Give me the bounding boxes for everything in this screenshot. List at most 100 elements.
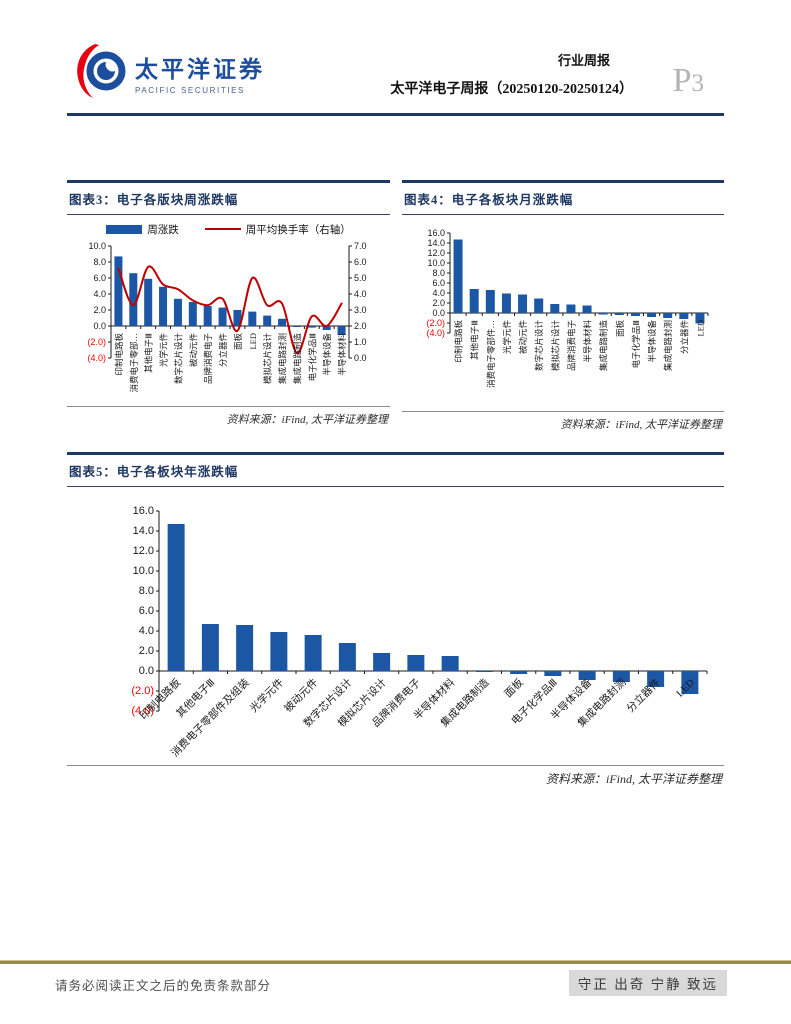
svg-text:10.0: 10.0 [88, 241, 106, 251]
footer-motto: 守正 出奇 宁静 致远 [568, 970, 727, 996]
svg-text:集成电路制造: 集成电路制造 [599, 320, 609, 372]
svg-text:(4.0): (4.0) [426, 328, 445, 338]
svg-text:2.0: 2.0 [432, 298, 445, 308]
svg-text:6.0: 6.0 [139, 605, 154, 617]
svg-text:3.0: 3.0 [354, 305, 367, 315]
chart4-title-bar: 图表4：电子各板块月涨跌幅 [402, 180, 724, 215]
svg-text:印制电路板: 印制电路板 [114, 333, 124, 376]
svg-text:1.0: 1.0 [354, 337, 367, 347]
svg-text:消费电子零部件…: 消费电子零部件… [486, 320, 496, 388]
svg-text:被动元件: 被动元件 [518, 320, 528, 355]
svg-text:4.0: 4.0 [432, 288, 445, 298]
svg-text:2.0: 2.0 [354, 321, 367, 331]
svg-text:2.0: 2.0 [139, 645, 154, 657]
svg-text:12.0: 12.0 [427, 248, 445, 258]
svg-text:LED: LED [695, 320, 705, 337]
bar-legend-swatch [106, 224, 143, 234]
chart5-title: 图表5：电子各板块年涨跌幅 [69, 465, 239, 479]
monthly-change-chart: 16.014.012.010.08.06.04.02.00.0(2.0)(4.0… [426, 228, 709, 388]
svg-text:10.0: 10.0 [133, 565, 154, 577]
svg-text:面板: 面板 [615, 320, 625, 338]
svg-text:光学元件: 光学元件 [159, 333, 169, 368]
svg-text:6.0: 6.0 [432, 278, 445, 288]
report-type-label: 行业周报 [557, 53, 610, 68]
svg-text:其他电子Ⅲ: 其他电子Ⅲ [470, 320, 480, 360]
svg-text:集成电路封测: 集成电路封测 [278, 333, 288, 384]
svg-text:0.0: 0.0 [139, 665, 154, 677]
brand-name-cn: 太平洋证券 [135, 56, 265, 82]
svg-text:8.0: 8.0 [139, 585, 154, 597]
footer-divider [0, 960, 791, 964]
svg-text:其他电子Ⅲ: 其他电子Ⅲ [144, 333, 154, 373]
weekly-change-chart: 10.0 8.0 6.0 4.0 2.0 0.0 (2.0) (4.0) 7.0 6.0 5.0 4.… [87, 241, 367, 393]
page-header: 太平洋证券 PACIFIC SECURITIES 行业周报 太平洋电子周报（20… [67, 42, 724, 108]
chart5-title-bar: 图表5：电子各板块年涨跌幅 [67, 452, 724, 487]
svg-text:半导体设备: 半导体设备 [647, 320, 657, 363]
svg-text:电子化学品Ⅲ: 电子化学品Ⅲ [307, 333, 317, 382]
line-legend-swatch [204, 227, 241, 231]
svg-text:(4.0): (4.0) [87, 353, 106, 363]
svg-text:品牌消费电子: 品牌消费电子 [203, 333, 213, 385]
svg-text:2.0: 2.0 [93, 305, 106, 315]
svg-text:LED: LED [248, 333, 258, 350]
svg-text:品牌消费电子: 品牌消费电子 [566, 320, 576, 372]
chart5-box: 图表5：电子各板块年涨跌幅 16.0 14.0 12.0 10.0 8.0 6.0 4.0 2… [67, 452, 724, 790]
svg-text:4.0: 4.0 [354, 289, 367, 299]
svg-text:印制电路板: 印制电路板 [454, 320, 464, 363]
yearly-change-chart: 16.0 14.0 12.0 10.0 8.0 6.0 4.0 2.0 0.0 (2.0) (4.0… [131, 505, 708, 759]
svg-text:4.0: 4.0 [139, 625, 154, 637]
legend-label: 周平均换手率（右轴） [245, 224, 351, 236]
svg-text:7.0: 7.0 [354, 241, 367, 251]
chart4-source: 资料来源：iFind, 太平洋证券整理 [402, 411, 724, 435]
chart4-title: 图表4：电子各板块月涨跌幅 [404, 193, 574, 207]
svg-text:8.0: 8.0 [93, 257, 106, 267]
svg-text:16.0: 16.0 [133, 505, 154, 517]
svg-text:半导体材料: 半导体材料 [583, 320, 593, 363]
chart3-box: 图表3：电子各版块周涨跌幅 周涨跌 周平均换手率（右轴） 10.0 8.0 6.0 4… [67, 180, 390, 430]
svg-text:分立器件: 分立器件 [218, 333, 228, 368]
svg-text:6.0: 6.0 [93, 273, 106, 283]
svg-text:5.0: 5.0 [354, 273, 367, 283]
report-title: 太平洋电子周报（20250120-20250124） [390, 82, 633, 97]
svg-text:12.0: 12.0 [133, 545, 154, 557]
svg-text:(4.0): (4.0) [131, 705, 154, 717]
chart3-source: 资料来源：iFind, 太平洋证券整理 [67, 406, 390, 430]
svg-text:0.0: 0.0 [354, 353, 367, 363]
svg-text:(2.0): (2.0) [87, 337, 106, 347]
svg-text:0.0: 0.0 [432, 308, 445, 318]
brand-block: 太平洋证券 PACIFIC SECURITIES [135, 50, 265, 95]
svg-text:电子化学品Ⅲ: 电子化学品Ⅲ [631, 320, 641, 369]
svg-text:面板: 面板 [233, 333, 243, 351]
svg-text:面板: 面板 [502, 676, 526, 700]
svg-text:10.0: 10.0 [427, 258, 445, 268]
page-number: P3 [672, 62, 704, 99]
chart3-legend: 周涨跌 周平均换手率（右轴） [67, 218, 390, 240]
legend-item-line: 周平均换手率（右轴） [204, 222, 351, 237]
svg-text:数字芯片设计: 数字芯片设计 [173, 333, 183, 385]
svg-text:光学元件: 光学元件 [502, 320, 512, 355]
legend-label: 周涨跌 [147, 224, 179, 236]
svg-text:8.0: 8.0 [432, 268, 445, 278]
svg-text:6.0: 6.0 [354, 257, 367, 267]
svg-text:(2.0): (2.0) [131, 685, 154, 697]
header-divider [67, 113, 724, 116]
svg-text:14.0: 14.0 [427, 238, 445, 248]
svg-text:模拟芯片设计: 模拟芯片设计 [263, 333, 273, 385]
svg-text:光学元件: 光学元件 [247, 676, 286, 715]
svg-text:(2.0): (2.0) [426, 318, 445, 328]
svg-text:分立器件: 分立器件 [679, 320, 689, 355]
svg-text:模拟芯片设计: 模拟芯片设计 [550, 320, 560, 372]
chart4-box: 图表4：电子各板块月涨跌幅 16.0 14.0 12.0 10.0 8.0 6.0 4.0 2… [402, 180, 724, 435]
footer-disclaimer: 请务必阅读正文之后的免责条款部分 [55, 979, 272, 993]
chart5-source: 资料来源：iFind, 太平洋证券整理 [67, 765, 724, 790]
svg-text:数字芯片设计: 数字芯片设计 [534, 320, 544, 372]
svg-text:集成电路制造: 集成电路制造 [292, 333, 302, 385]
legend-item-bar: 周涨跌 [106, 222, 179, 237]
svg-text:集成电路封测: 集成电路封测 [663, 320, 673, 371]
svg-text:16.0: 16.0 [427, 228, 445, 238]
chart3-title-bar: 图表3：电子各版块周涨跌幅 [67, 180, 390, 215]
pacific-securities-logo [77, 44, 126, 98]
svg-text:半导体设备: 半导体设备 [322, 333, 332, 376]
brand-name-en: PACIFIC SECURITIES [135, 86, 245, 95]
